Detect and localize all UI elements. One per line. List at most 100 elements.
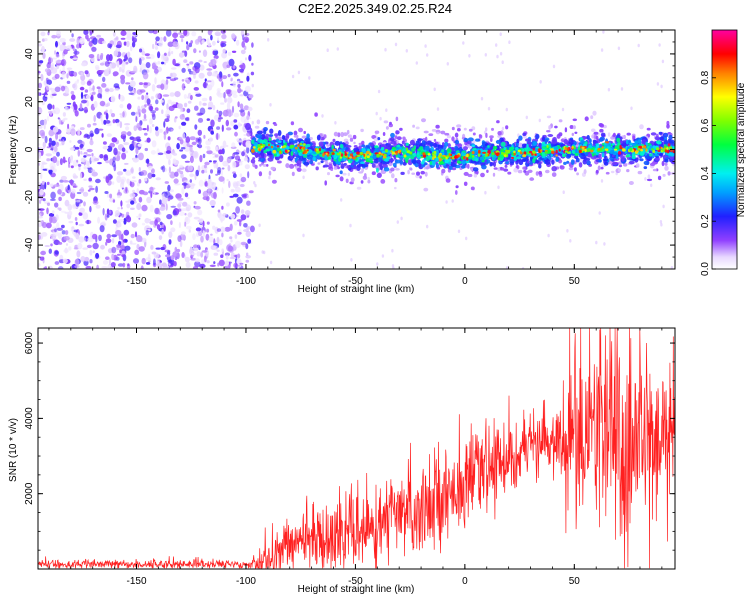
heatmap-point — [92, 85, 95, 91]
heatmap-point — [187, 165, 193, 172]
heatmap-point — [59, 158, 63, 166]
heatmap-point — [572, 118, 577, 122]
heatmap-point — [48, 169, 53, 174]
heatmap-point — [189, 136, 196, 141]
heatmap-point — [202, 190, 209, 198]
heatmap-point — [156, 224, 161, 230]
heatmap-point — [87, 237, 94, 243]
heatmap-point — [270, 166, 276, 171]
heatmap-point — [69, 156, 73, 164]
heatmap-point — [114, 88, 120, 91]
heatmap-point — [125, 263, 128, 266]
heatmap-point — [107, 67, 111, 72]
heatmap-point — [246, 146, 250, 154]
heatmap-point — [230, 188, 235, 193]
heatmap-point — [628, 160, 635, 165]
heatmap-point — [614, 145, 620, 149]
heatmap-point — [399, 146, 402, 150]
heatmap-point — [432, 156, 435, 160]
heatmap-point — [181, 121, 187, 126]
heatmap-point — [467, 163, 470, 169]
heatmap-point — [489, 162, 494, 166]
heatmap-point — [473, 173, 478, 178]
heatmap-point — [230, 239, 233, 243]
heatmap-point — [169, 171, 176, 179]
heatmap-point — [198, 72, 205, 79]
heatmap-point — [660, 222, 663, 227]
heatmap-point — [247, 238, 252, 244]
heatmap-point — [145, 262, 151, 265]
heatmap-point — [125, 126, 130, 131]
heatmap-point — [268, 143, 270, 147]
heatmap-point — [246, 252, 249, 256]
heatmap-point — [267, 157, 274, 162]
heatmap-point — [646, 127, 651, 131]
heatmap-point — [167, 184, 171, 192]
heatmap-point — [68, 220, 74, 224]
heatmap-point — [181, 38, 184, 43]
heatmap-point — [195, 169, 199, 177]
heatmap-point — [221, 205, 224, 210]
heatmap-point — [561, 107, 565, 112]
heatmap-point — [517, 169, 523, 174]
heatmap-point — [551, 150, 555, 154]
heatmap-point — [429, 161, 433, 165]
heatmap-point — [205, 233, 210, 241]
heatmap-point — [532, 141, 537, 146]
heatmap-point — [519, 151, 523, 155]
heatmap-point — [553, 146, 559, 150]
heatmap-point — [314, 112, 318, 117]
heatmap-point — [297, 144, 300, 148]
heatmap-point — [153, 68, 159, 74]
heatmap-point — [80, 256, 86, 262]
heatmap-point — [222, 109, 229, 117]
heatmap-point — [486, 169, 489, 173]
heatmap-point — [212, 40, 216, 46]
heatmap-point — [251, 139, 255, 144]
heatmap-point — [92, 37, 98, 45]
heatmap-point — [312, 156, 317, 161]
heatmap-point — [151, 140, 157, 148]
heatmap-point — [48, 129, 55, 137]
heatmap-point — [285, 145, 290, 150]
heatmap-point — [54, 261, 60, 265]
heatmap-point — [436, 131, 440, 135]
heatmap-point — [109, 142, 115, 148]
heatmap-point — [650, 162, 656, 167]
heatmap-point — [658, 43, 661, 47]
heatmap-point — [391, 173, 395, 179]
heatmap-point — [112, 160, 116, 168]
heatmap-point — [237, 101, 240, 108]
heatmap-point — [568, 138, 574, 145]
heatmap-point — [116, 175, 122, 183]
heatmap-point — [221, 81, 224, 88]
heatmap-point — [39, 129, 45, 136]
heatmap-point — [52, 126, 59, 133]
heatmap-point — [111, 246, 117, 254]
heatmap-point — [176, 168, 181, 173]
heatmap-point — [378, 157, 382, 163]
heatmap-point — [138, 217, 141, 220]
heatmap-point — [369, 142, 374, 147]
heatmap-point — [625, 154, 629, 158]
heatmap-point — [532, 158, 536, 164]
heatmap-point — [269, 260, 273, 265]
heatmap-point — [296, 155, 302, 159]
heatmap-point — [377, 137, 381, 141]
heatmap-point — [165, 79, 169, 85]
heatmap-point — [371, 171, 376, 176]
heatmap-point — [604, 161, 609, 166]
heatmap-point — [146, 92, 149, 95]
heatmap-point — [415, 126, 420, 130]
heatmap-point — [545, 169, 550, 174]
heatmap-point — [151, 251, 157, 255]
heatmap-point — [244, 164, 250, 170]
heatmap-point — [664, 162, 668, 166]
heatmap-point — [423, 130, 429, 134]
heatmap-point — [591, 128, 596, 133]
heatmap-point — [97, 93, 102, 99]
heatmap-point — [527, 169, 533, 173]
heatmap-point — [38, 107, 43, 115]
heatmap-point — [74, 258, 80, 266]
heatmap-point — [247, 106, 253, 112]
